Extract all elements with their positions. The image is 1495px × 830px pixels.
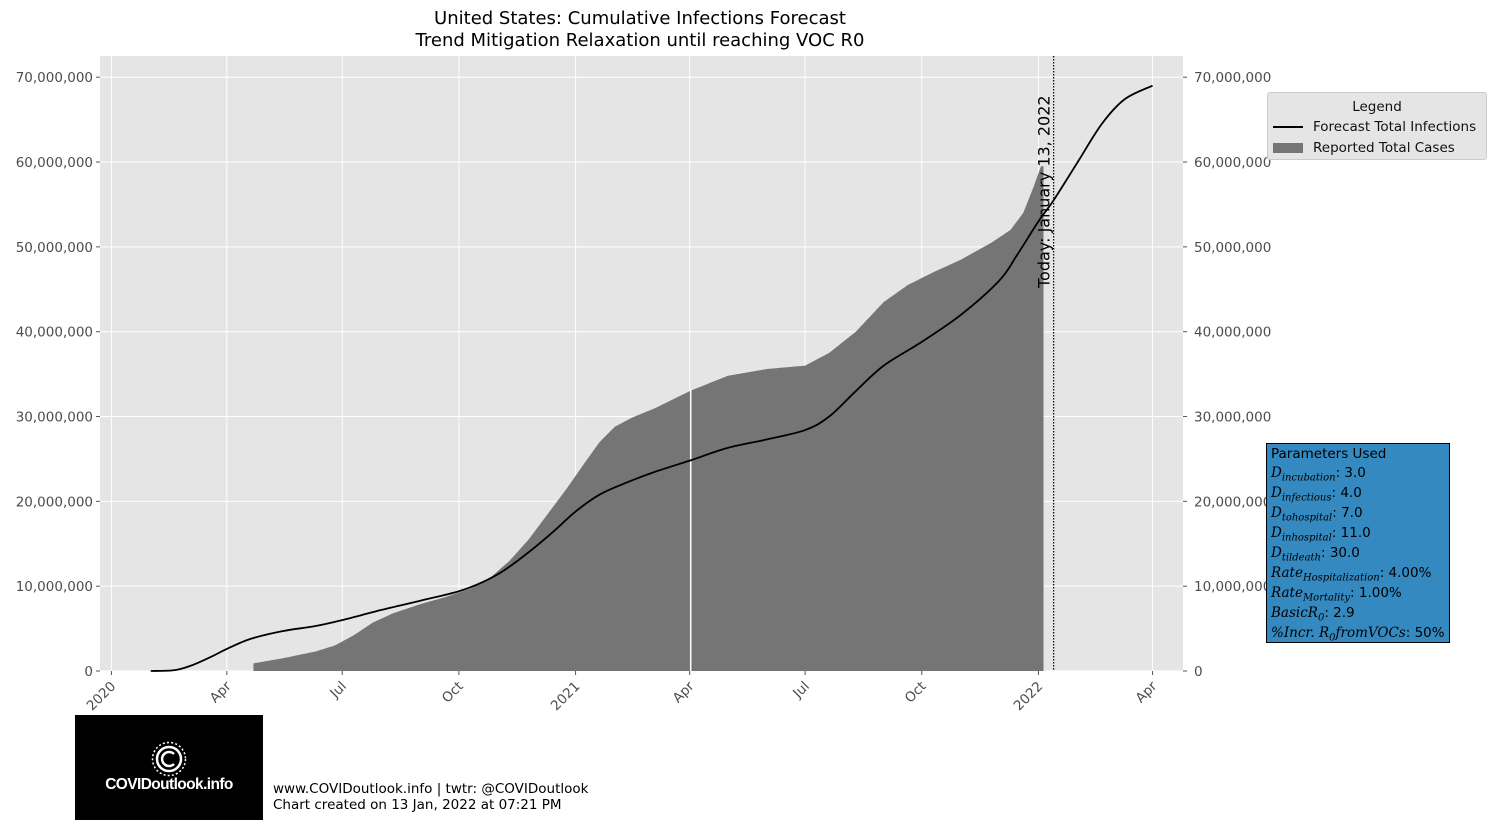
parameter-row: BasicR0: 2.9 [1271, 603, 1445, 624]
parameter-subscript: Hospitalization [1302, 572, 1380, 584]
footer-line-2: Chart created on 13 Jan, 2022 at 07:21 P… [273, 797, 562, 813]
parameter-value: : 11.0 [1331, 525, 1371, 541]
virus-c-icon [151, 741, 187, 777]
parameter-value: : 2.9 [1324, 605, 1355, 621]
y-tick-label-right: 40,000,000 [1194, 325, 1271, 341]
parameter-symbol: D [1271, 545, 1282, 561]
parameter-symbol-tail: fromVOCs [1335, 625, 1406, 641]
legend: Legend Forecast Total Infections Reporte… [1267, 92, 1487, 160]
legend-label-forecast: Forecast Total Infections [1313, 118, 1477, 135]
parameter-subscript: 0 [1317, 612, 1325, 624]
legend-line-swatch [1273, 125, 1303, 128]
y-tick-label-right: 20,000,000 [1194, 494, 1271, 510]
reported-cases-bars [253, 166, 1044, 671]
x-tick-label: 2022 [1011, 679, 1047, 715]
x-tick-label: Jul [789, 679, 813, 703]
y-tick-label-right: 30,000,000 [1194, 410, 1271, 426]
x-tick-label: 2021 [548, 679, 584, 715]
legend-entry-forecast: Forecast Total Infections [1268, 116, 1486, 137]
y-tick-label-right: 70,000,000 [1194, 70, 1271, 86]
footer: www.COVIDoutlook.info | twtr: @COVIDoutl… [273, 781, 588, 813]
y-tick-label: 70,000,000 [16, 70, 93, 86]
x-tick-label: 2020 [84, 679, 120, 715]
legend-bar-swatch [1273, 142, 1303, 153]
parameter-value: : 1.00% [1350, 585, 1402, 601]
parameter-symbol: Rate [1271, 585, 1303, 601]
y-tick-label: 30,000,000 [16, 410, 93, 426]
parameters-box: Parameters Used Dincubation: 3.0 Dinfecti… [1266, 443, 1450, 644]
parameter-row: Dinfectious: 4.0 [1271, 483, 1445, 504]
parameter-subscript: incubation [1281, 472, 1336, 484]
parameter-value: : 3.0 [1335, 465, 1366, 481]
parameter-row: Dinhospital: 11.0 [1271, 523, 1445, 544]
parameter-value: : 30.0 [1320, 545, 1360, 561]
parameter-symbol: BasicR [1271, 605, 1318, 621]
y-tick-label-right: 60,000,000 [1194, 155, 1271, 171]
x-tick-label: Apr [207, 678, 235, 706]
parameter-value: : 4.0 [1331, 485, 1362, 501]
y-tick-label: 0 [84, 664, 93, 680]
y-tick-label: 10,000,000 [16, 579, 93, 595]
parameters-title: Parameters Used [1271, 446, 1387, 462]
parameter-symbol: Rate [1271, 565, 1303, 581]
parameter-subscript: 0 [1329, 632, 1336, 644]
x-tick-label: Jul [327, 679, 351, 703]
y-tick-label-right: 10,000,000 [1194, 579, 1271, 595]
forecast-infections-line [150, 84, 1153, 672]
parameter-symbol: %Incr. R [1271, 625, 1330, 641]
parameter-row: RateHospitalization: 4.00% [1271, 563, 1445, 584]
y-tick-label: 50,000,000 [16, 240, 93, 256]
y-tick-label-right: 50,000,000 [1194, 240, 1271, 256]
x-tick-label: Oct [439, 679, 467, 707]
parameter-symbol: D [1271, 505, 1282, 521]
y-tick-label-right: 0 [1194, 664, 1203, 680]
today-label: Today: January 13, 2022 [1035, 95, 1054, 289]
parameter-subscript: infectious [1281, 492, 1332, 504]
y-tick-label: 20,000,000 [16, 494, 93, 510]
parameter-symbol: D [1271, 465, 1282, 481]
y-tick-label: 60,000,000 [16, 155, 93, 171]
parameter-row: %Incr. R0fromVOCs: 50% [1271, 623, 1445, 644]
parameter-subscript: tohospital [1281, 512, 1333, 524]
parameter-subscript: tildeath [1281, 552, 1321, 564]
parameter-row: Dtohospital: 7.0 [1271, 503, 1445, 524]
logo: COVIDoutlook.info [75, 715, 263, 820]
legend-label-reported: Reported Total Cases [1313, 139, 1455, 156]
y-tick-label: 40,000,000 [16, 325, 93, 341]
chart-title: United States: Cumulative Infections For… [434, 8, 846, 29]
footer-line-1: www.COVIDoutlook.info | twtr: @COVIDoutl… [273, 781, 589, 797]
parameter-row: Dincubation: 3.0 [1271, 463, 1445, 484]
parameter-subscript: inhospital [1281, 532, 1332, 544]
chart-subtitle: Trend Mitigation Relaxation until reachi… [415, 30, 865, 51]
x-tick-label: Apr [670, 678, 698, 706]
x-tick-label: Oct [902, 679, 930, 707]
legend-title: Legend [1352, 99, 1402, 115]
parameter-symbol: D [1271, 485, 1282, 501]
parameter-row: RateMortality: 1.00% [1271, 583, 1445, 604]
x-tick-label: Apr [1133, 678, 1161, 706]
parameter-symbol: D [1271, 525, 1282, 541]
parameter-value: : 50% [1405, 625, 1445, 641]
parameter-row: Dtildeath: 30.0 [1271, 543, 1445, 564]
logo-text: COVIDoutlook.info [105, 776, 233, 793]
parameter-subscript: Mortality [1302, 592, 1351, 604]
parameter-value: : 7.0 [1332, 505, 1363, 521]
legend-entry-reported: Reported Total Cases [1268, 137, 1486, 158]
parameter-value: : 4.00% [1379, 565, 1432, 581]
